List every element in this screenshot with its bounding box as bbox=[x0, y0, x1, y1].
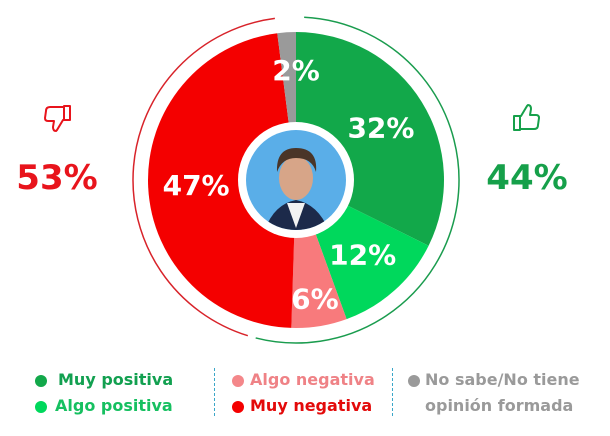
negative-total: 53% bbox=[16, 158, 98, 198]
thumbs-up-icon bbox=[512, 103, 542, 137]
negative-outer-arc bbox=[132, 17, 275, 337]
slice-muy-negativa bbox=[147, 33, 296, 328]
legend-label: Algo negativa bbox=[250, 370, 375, 389]
legend-label: No sabe/No tiene bbox=[425, 370, 580, 389]
positive-total: 44% bbox=[486, 158, 568, 198]
legend-dot bbox=[35, 401, 47, 413]
slice-label: 2% bbox=[272, 54, 320, 87]
legend-label: opinión formada bbox=[425, 396, 574, 415]
positive-outer-arc bbox=[255, 16, 460, 344]
slice-label: 47% bbox=[163, 169, 230, 202]
legend-dot bbox=[232, 375, 244, 387]
legend-label: Muy positiva bbox=[58, 370, 174, 389]
legend-label: Muy negativa bbox=[250, 396, 373, 415]
legend-dot bbox=[35, 375, 47, 387]
center-photo bbox=[246, 130, 346, 230]
slice-label: 6% bbox=[291, 282, 339, 315]
legend-dot bbox=[408, 375, 420, 387]
legend-label: Algo positiva bbox=[55, 396, 173, 415]
slice-label: 12% bbox=[329, 239, 396, 272]
legend-separator bbox=[214, 368, 215, 416]
slice-label: 32% bbox=[347, 111, 414, 144]
thumbs-down-icon bbox=[42, 103, 72, 137]
legend-separator bbox=[392, 368, 393, 416]
legend-dot bbox=[232, 401, 244, 413]
